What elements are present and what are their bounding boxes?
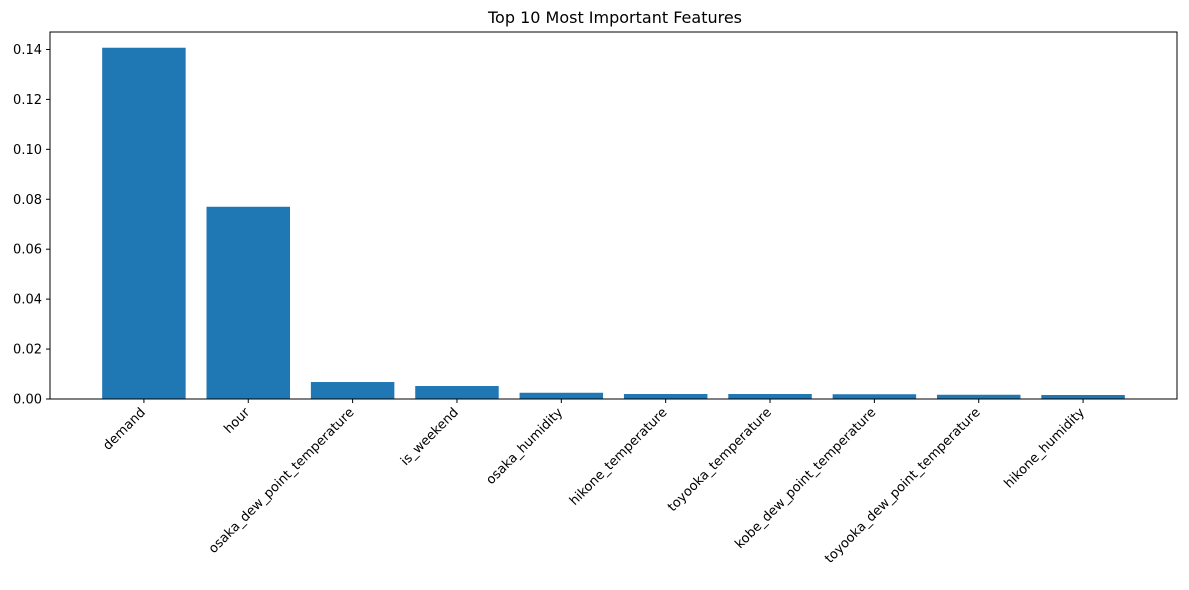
chart-title: Top 10 Most Important Features: [487, 8, 742, 27]
bar-hour: [206, 206, 291, 399]
bar-osaka_dew_point_temperature: [310, 382, 395, 399]
bar-kobe_dew_point_temperature: [832, 394, 917, 399]
ytick-label: 0.04: [13, 293, 42, 308]
bar-demand: [102, 47, 186, 399]
bars-layer: [102, 47, 1125, 399]
ytick-label: 0.12: [13, 93, 42, 108]
bar-toyooka_temperature: [728, 394, 812, 399]
ytick-label: 0.08: [13, 193, 42, 208]
ytick-label: 0.14: [13, 43, 42, 58]
bar-osaka_humidity: [519, 392, 604, 399]
bar-hikone_humidity: [1041, 395, 1125, 399]
bar-is_weekend: [415, 386, 499, 399]
ytick-label: 0.02: [13, 343, 42, 358]
bar-hikone_temperature: [623, 394, 708, 399]
bar-toyooka_dew_point_temperature: [936, 394, 1021, 399]
plot-frame: [49, 31, 1178, 400]
ytick-label: 0.00: [13, 393, 42, 408]
y-axis: 0.00 0.02 0.04 0.06 0.08 0.10 0.12 0.14: [13, 43, 50, 408]
ytick-label: 0.10: [13, 143, 42, 158]
ytick-label: 0.06: [13, 243, 42, 258]
